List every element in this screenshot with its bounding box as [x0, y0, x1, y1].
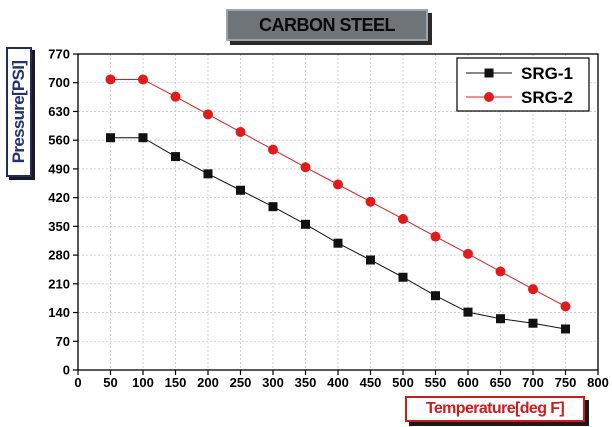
- plot-frame: [77, 53, 599, 371]
- series-srg-1: [106, 133, 570, 334]
- data-point-srg-1: [171, 152, 180, 162]
- x-tick-label: 200: [197, 375, 219, 390]
- data-point-srg-2: [528, 284, 538, 295]
- data-point-srg-1: [561, 324, 570, 334]
- y-tick-label: 350: [48, 219, 70, 234]
- series-srg-2: [105, 74, 571, 312]
- data-point-srg-1: [333, 238, 343, 248]
- x-tick-label: 500: [392, 375, 414, 390]
- data-point-srg-1: [203, 169, 213, 179]
- data-point-srg-1: [528, 318, 538, 328]
- x-tick-label: 650: [490, 375, 512, 390]
- data-point-srg-2: [300, 162, 311, 173]
- legend-marker: [484, 92, 494, 102]
- x-tick-label: 150: [165, 375, 187, 390]
- data-point-srg-2: [333, 179, 343, 190]
- y-tick-label: 140: [48, 305, 70, 320]
- data-point-srg-2: [398, 213, 408, 224]
- y-tick-label: 700: [48, 75, 70, 90]
- x-tick-label: 450: [360, 375, 382, 390]
- x-tick-label: 50: [103, 375, 117, 390]
- x-tick-label: 750: [555, 375, 577, 390]
- series-layer: [105, 74, 571, 334]
- legend: SRG-1 SRG-2: [456, 57, 590, 112]
- x-tick-label: 100: [132, 375, 154, 390]
- data-point-srg-2: [105, 74, 116, 85]
- y-tick-label: 280: [48, 248, 70, 263]
- data-point-srg-1: [268, 202, 278, 212]
- data-point-srg-1: [236, 185, 245, 195]
- x-tick-label: 0: [74, 375, 81, 390]
- x-tick-label: 800: [587, 375, 609, 390]
- legend-item-srg-1: SRG-1: [466, 64, 573, 83]
- data-point-srg-1: [431, 291, 440, 301]
- y-axis: 0 70 140 210 280 350 420 490 560 630 700 770: [48, 47, 78, 378]
- y-axis-label-box: Pressure[PSI]: [6, 47, 32, 177]
- x-axis-label-box: Temperature[deg F]: [405, 396, 585, 422]
- y-tick-label: 70: [56, 334, 70, 349]
- data-point-srg-2: [463, 248, 473, 259]
- data-point-srg-1: [106, 133, 115, 143]
- y-axis-label: Pressure[PSI]: [9, 60, 28, 164]
- x-axis-label: Temperature[deg F]: [425, 400, 565, 417]
- data-point-srg-2: [365, 196, 376, 207]
- legend-label: SRG-2: [521, 88, 573, 107]
- legend-marker: [484, 68, 494, 78]
- data-point-srg-1: [301, 219, 310, 229]
- y-tick-label: 0: [63, 363, 70, 378]
- chart-title-box: CARBON STEEL: [226, 9, 428, 41]
- data-point-srg-1: [138, 133, 148, 143]
- data-point-srg-1: [398, 272, 408, 282]
- data-point-srg-2: [560, 301, 571, 312]
- x-tick-label: 300: [262, 375, 284, 390]
- legend-label: SRG-1: [521, 64, 573, 83]
- y-tick-label: 210: [48, 276, 70, 291]
- x-tick-label: 600: [457, 375, 479, 390]
- x-tick-label: 400: [327, 375, 349, 390]
- chart-title: CARBON STEEL: [258, 14, 396, 35]
- data-point-srg-2: [495, 266, 506, 277]
- x-tick-label: 550: [425, 375, 447, 390]
- data-point-srg-1: [463, 307, 473, 317]
- y-tick-label: 490: [48, 161, 70, 176]
- data-point-srg-2: [170, 91, 181, 102]
- data-point-srg-1: [366, 255, 375, 265]
- data-point-srg-1: [496, 314, 505, 324]
- y-tick-label: 630: [48, 104, 70, 119]
- data-point-srg-2: [268, 144, 278, 155]
- x-tick-label: 250: [230, 375, 252, 390]
- y-tick-label: 560: [48, 133, 70, 148]
- data-point-srg-2: [203, 109, 213, 120]
- y-tick-label: 770: [48, 47, 70, 62]
- legend-items: SRG-1 SRG-2: [466, 64, 573, 107]
- legend-box: [456, 57, 590, 112]
- data-point-srg-2: [235, 126, 246, 137]
- y-tick-label: 420: [48, 190, 70, 205]
- x-tick-label: 700: [522, 375, 544, 390]
- legend-item-srg-2: SRG-2: [466, 88, 573, 107]
- data-point-srg-2: [138, 74, 148, 85]
- x-axis: 0 50 100 150 200 250 300 350 400 450 500 550 600 650 7…: [74, 370, 609, 390]
- x-tick-label: 350: [295, 375, 317, 390]
- data-point-srg-2: [430, 231, 441, 242]
